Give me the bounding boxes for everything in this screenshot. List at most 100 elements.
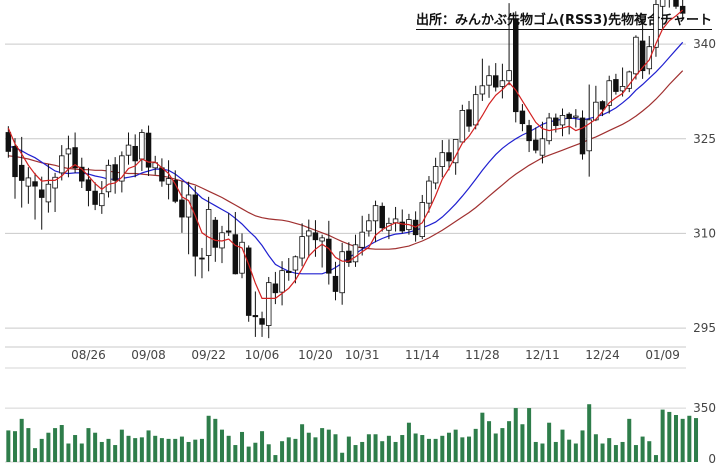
candle-body: [639, 40, 646, 72]
volume-bar: [573, 443, 578, 462]
candle-body: [659, 0, 666, 7]
candle-body: [366, 220, 372, 232]
volume-bar: [73, 435, 78, 462]
candle-body: [319, 237, 325, 242]
volume-bar: [620, 441, 625, 462]
candle-body: [252, 315, 259, 318]
candle-body: [272, 283, 279, 294]
volume-bar: [660, 409, 665, 462]
volume-bar: [273, 455, 278, 462]
candle-body: [539, 138, 546, 156]
volume-bar: [286, 437, 291, 462]
volume-bar: [426, 438, 431, 462]
candle-body: [205, 209, 212, 256]
candle: [25, 167, 32, 204]
candle: [232, 211, 239, 275]
candle: [185, 181, 192, 255]
candle: [499, 63, 506, 99]
candle-body: [566, 113, 572, 120]
candle-body: [679, 5, 686, 14]
candle: [85, 167, 92, 207]
candle: [606, 75, 612, 114]
candle-body: [579, 117, 586, 155]
volume-bar: [219, 429, 224, 462]
candle: [265, 276, 272, 339]
candle: [259, 311, 265, 337]
volume-bar: [293, 438, 298, 462]
volume-bar: [133, 438, 138, 462]
candle-body: [479, 85, 486, 95]
volume-bar: [507, 421, 512, 462]
candle: [506, 3, 512, 86]
volume-bar: [280, 441, 285, 462]
volume-bar: [547, 422, 552, 462]
volume-bar: [433, 438, 438, 462]
volume-bar: [59, 425, 64, 462]
x-tick-label: 09/08: [131, 348, 166, 362]
volume-bar: [39, 438, 44, 462]
volume-bar: [326, 429, 331, 462]
volume-bar: [226, 435, 231, 462]
candle-body: [653, 4, 659, 48]
x-tick-label: 10/20: [298, 348, 333, 362]
volume-bar: [233, 445, 238, 462]
candle: [239, 233, 245, 279]
candle: [112, 157, 118, 194]
candle: [426, 176, 432, 213]
candle: [526, 119, 532, 153]
volume-bar: [146, 430, 151, 462]
volume-bar: [306, 432, 311, 462]
ma-short-line: [7, 9, 684, 299]
candle: [339, 242, 345, 305]
candle-body: [199, 257, 205, 260]
volume-bar: [673, 415, 678, 462]
candle: [72, 132, 78, 173]
volume-bar: [400, 435, 405, 462]
candle: [399, 209, 405, 234]
candle-body: [212, 219, 219, 248]
candle-body: [472, 94, 479, 126]
candle-body: [45, 183, 52, 203]
y-tick-label: 310: [693, 226, 716, 240]
volume-bar: [93, 432, 98, 462]
volume-bar: [446, 432, 451, 462]
volume-bar: [513, 408, 518, 462]
candle-body: [426, 180, 432, 204]
candle: [12, 138, 18, 199]
candle: [486, 65, 492, 98]
candle: [472, 85, 479, 130]
candle: [159, 158, 165, 187]
y-tick-label: 295: [693, 321, 716, 335]
candle: [586, 84, 592, 177]
candle-body: [299, 236, 305, 259]
volume-bar: [79, 443, 84, 462]
volume-bar: [113, 445, 118, 462]
candle: [79, 157, 85, 189]
candle-body: [553, 117, 559, 126]
candle-body: [379, 205, 385, 229]
volume-bar: [139, 437, 144, 462]
candle-body: [145, 132, 152, 168]
volume-bar: [694, 418, 699, 462]
volume-tick-label: 0: [708, 452, 716, 466]
candle: [492, 63, 499, 92]
candle: [245, 245, 252, 322]
candle: [279, 261, 285, 306]
candle: [579, 110, 586, 160]
candle-body: [446, 152, 452, 162]
volume-bar: [453, 429, 458, 462]
volume-bar: [53, 428, 58, 462]
candle-body: [225, 230, 232, 233]
candle-body: [265, 282, 272, 326]
candle-body: [65, 148, 72, 155]
candle-body: [513, 18, 519, 113]
volume-bar: [553, 441, 558, 462]
candle: [105, 159, 112, 198]
volume-bar: [600, 443, 605, 462]
candle-body: [372, 205, 379, 222]
candle: [99, 181, 105, 214]
candle-body: [326, 238, 332, 274]
candle: [519, 104, 526, 132]
candle-body: [559, 115, 566, 126]
candle: [252, 291, 259, 337]
